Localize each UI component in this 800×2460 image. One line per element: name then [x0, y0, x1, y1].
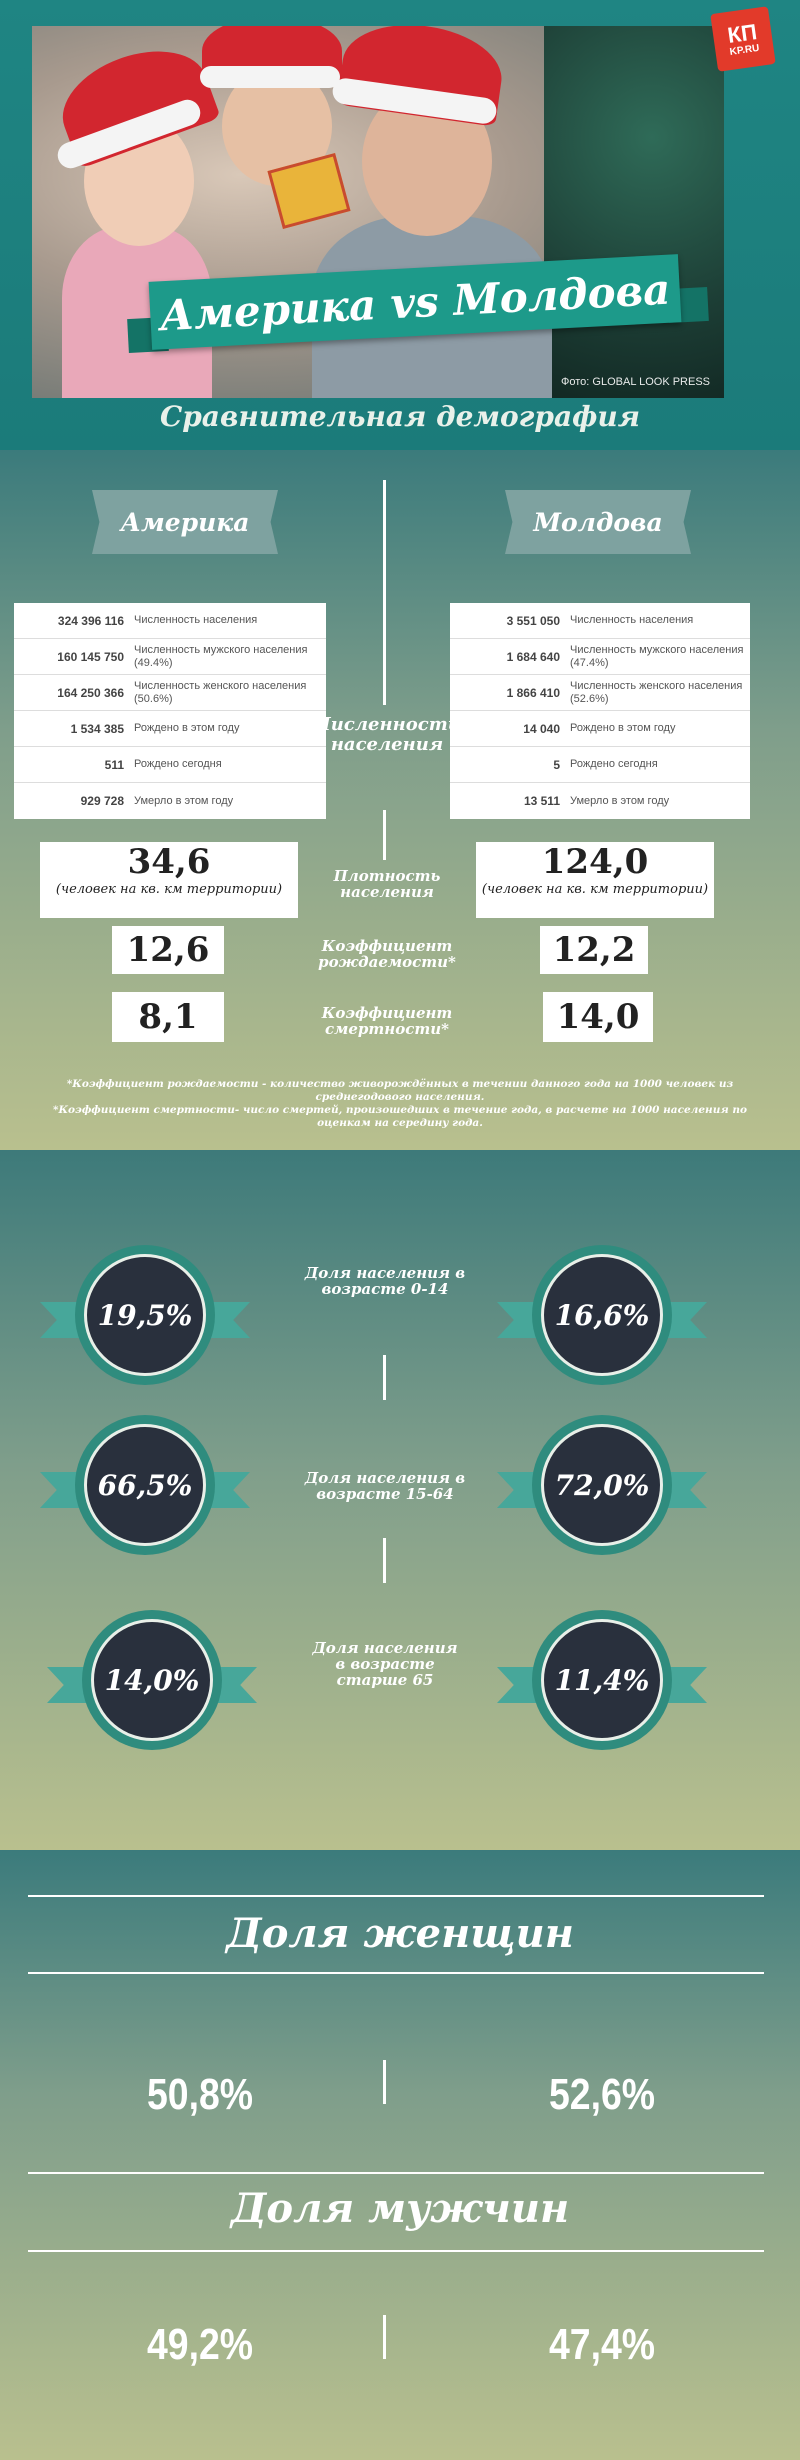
- density-left: 34,6 (человек на кв. км территории): [40, 842, 298, 918]
- page-subtitle: Сравнительная демография: [159, 400, 641, 433]
- death-rate-label: Коэффициент смертности*: [321, 1004, 453, 1038]
- age-15-64-label: Доля населения в возрасте 15-64: [304, 1469, 466, 1503]
- header: Фото: GLOBAL LOOK PRESS Америка vs Молдо…: [0, 0, 800, 450]
- men-share-right: 47,4%: [548, 2320, 656, 2369]
- density-label: Плотность населения: [333, 867, 441, 901]
- age-65-right-badge: 11,4%: [497, 1605, 707, 1755]
- birth-rate-right: 12,2: [540, 926, 648, 974]
- age-65-label: Доля населения в возрасте старше 65: [312, 1639, 458, 1689]
- death-rate-right: 14,0: [543, 992, 653, 1042]
- age-groups-section: 19,5% 16,6% Доля населения в возрасте 0-…: [0, 1150, 800, 1850]
- population-table-left: 324 396 116 Численность населения 160 145…: [14, 603, 326, 819]
- country-flag-left: Америка: [92, 490, 278, 554]
- women-share-title: Доля женщин: [226, 1910, 574, 1957]
- age-65-left-badge: 14,0%: [47, 1605, 257, 1755]
- birth-rate-left: 12,6: [112, 926, 224, 974]
- women-share-right: 52,6%: [548, 2070, 656, 2119]
- age-0-14-label: Доля населения в возрасте 0-14: [304, 1264, 466, 1298]
- population-table-right: 3 551 050 Численность населения 1 684 640…: [450, 603, 750, 819]
- population-label: Численность населения: [314, 714, 460, 755]
- kp-logo[interactable]: КП KP.RU: [710, 6, 776, 72]
- density-right: 124,0 (человек на кв. км территории): [476, 842, 714, 918]
- photo-credit: Фото: GLOBAL LOOK PRESS: [561, 376, 710, 388]
- men-share-title: Доля мужчин: [230, 2185, 570, 2232]
- gender-section: Доля женщин 50,8% 52,6% Доля мужчин 49,2…: [0, 1850, 800, 2460]
- country-flag-right: Молдова: [505, 490, 691, 554]
- men-share-left: 49,2%: [146, 2320, 254, 2369]
- age-15-64-right-badge: 72,0%: [497, 1410, 707, 1560]
- women-share-left: 50,8%: [146, 2070, 254, 2119]
- death-rate-left: 8,1: [112, 992, 224, 1042]
- birth-rate-label: Коэффициент рождаемости*: [318, 937, 456, 971]
- christmas-tree: [544, 26, 724, 398]
- family-photo: Фото: GLOBAL LOOK PRESS: [32, 26, 724, 398]
- age-0-14-right-badge: 16,6%: [497, 1240, 707, 1390]
- age-15-64-left-badge: 66,5%: [40, 1410, 250, 1560]
- stats-section: Америка Молдова 324 396 116 Численность н…: [0, 450, 800, 1150]
- footnotes: *Коэффициент рождаемости - количество жи…: [53, 1078, 747, 1129]
- age-0-14-left-badge: 19,5%: [40, 1240, 250, 1390]
